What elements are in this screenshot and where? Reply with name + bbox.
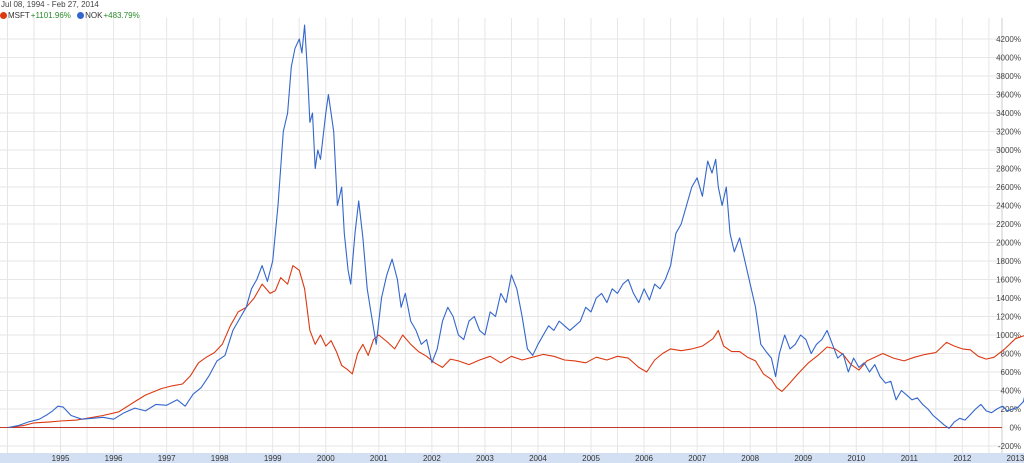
- y-tick-label: 2800%: [996, 165, 1021, 174]
- date-end: Feb 27, 2014: [51, 0, 99, 9]
- y-tick-label: 3400%: [996, 109, 1021, 118]
- legend-ticker-nok: NOK: [85, 11, 103, 20]
- x-tick-label: 2006: [635, 454, 653, 463]
- x-axis-band: [0, 453, 1024, 463]
- series-line-msft: [8, 265, 1024, 429]
- x-tick-label: 2008: [741, 454, 759, 463]
- y-tick-label: 400%: [1001, 387, 1021, 396]
- y-tick-label: 3200%: [996, 128, 1021, 137]
- y-tick-label: 3600%: [996, 91, 1021, 100]
- x-tick-label: 2009: [794, 454, 812, 463]
- legend-change-msft: +1101.96%: [30, 11, 71, 20]
- y-tick-label: 3000%: [996, 146, 1021, 155]
- x-tick-label: 2001: [370, 454, 388, 463]
- chart-header: Jul 08, 1994 - Feb 27, 2014 MSFT+1101.96…: [0, 0, 700, 22]
- x-tick-label: 2010: [847, 454, 865, 463]
- x-tick-label: 1997: [158, 454, 176, 463]
- y-tick-label: 3800%: [996, 72, 1021, 81]
- y-tick-label: 1600%: [996, 276, 1021, 285]
- legend-change-nok: +483.79%: [103, 11, 140, 20]
- y-tick-label: 2000%: [996, 239, 1021, 248]
- legend-ticker-msft: MSFT: [8, 11, 30, 20]
- y-axis: -200%0%200%400%600%800%1000%1200%1400%16…: [996, 35, 1021, 451]
- grid: [0, 18, 1003, 453]
- x-tick-label: 2003: [476, 454, 494, 463]
- date-start: Jul 08, 1994: [1, 0, 45, 9]
- legend: MSFT+1101.96% NOK+483.79%: [0, 11, 144, 20]
- y-tick-label: 800%: [1001, 350, 1021, 359]
- x-tick-label: 2002: [423, 454, 441, 463]
- x-tick-label: 2007: [688, 454, 706, 463]
- series-line-nok: [8, 24, 1024, 429]
- legend-item-nok[interactable]: NOK+483.79%: [77, 11, 140, 20]
- series-lines: [8, 24, 1024, 429]
- y-tick-label: 2200%: [996, 220, 1021, 229]
- y-tick-label: 4200%: [996, 35, 1021, 44]
- y-tick-label: 2600%: [996, 183, 1021, 192]
- x-tick-label: 2005: [582, 454, 600, 463]
- x-tick-label: 2013: [1007, 454, 1024, 463]
- x-tick-label: 1996: [105, 454, 123, 463]
- x-tick-label: 2012: [953, 454, 971, 463]
- legend-item-msft[interactable]: MSFT+1101.96%: [0, 11, 71, 20]
- y-tick-label: 1200%: [996, 313, 1021, 322]
- x-axis: 1995 1996 1997 1998 1999 2000 2001 2002 2003 2004…: [52, 454, 1024, 463]
- x-tick-label: 2000: [317, 454, 335, 463]
- y-tick-label: -200%: [998, 442, 1021, 451]
- x-tick-label: 2004: [529, 454, 547, 463]
- legend-dot-msft: [0, 12, 7, 19]
- x-tick-label: 2011: [901, 454, 919, 463]
- y-tick-label: 4000%: [996, 54, 1021, 63]
- y-tick-label: 600%: [1001, 368, 1021, 377]
- date-range: Jul 08, 1994 - Feb 27, 2014: [1, 0, 99, 9]
- y-tick-label: 1800%: [996, 257, 1021, 266]
- legend-dot-nok: [77, 12, 85, 19]
- x-tick-label: 1999: [264, 454, 282, 463]
- x-tick-label: 1998: [211, 454, 229, 463]
- y-tick-label: 2400%: [996, 202, 1021, 211]
- y-tick-label: 1400%: [996, 294, 1021, 303]
- date-separator: -: [46, 0, 50, 9]
- x-tick-label: 1995: [52, 454, 70, 463]
- y-tick-label: 1000%: [996, 331, 1021, 340]
- y-tick-label: 0%: [1009, 424, 1021, 433]
